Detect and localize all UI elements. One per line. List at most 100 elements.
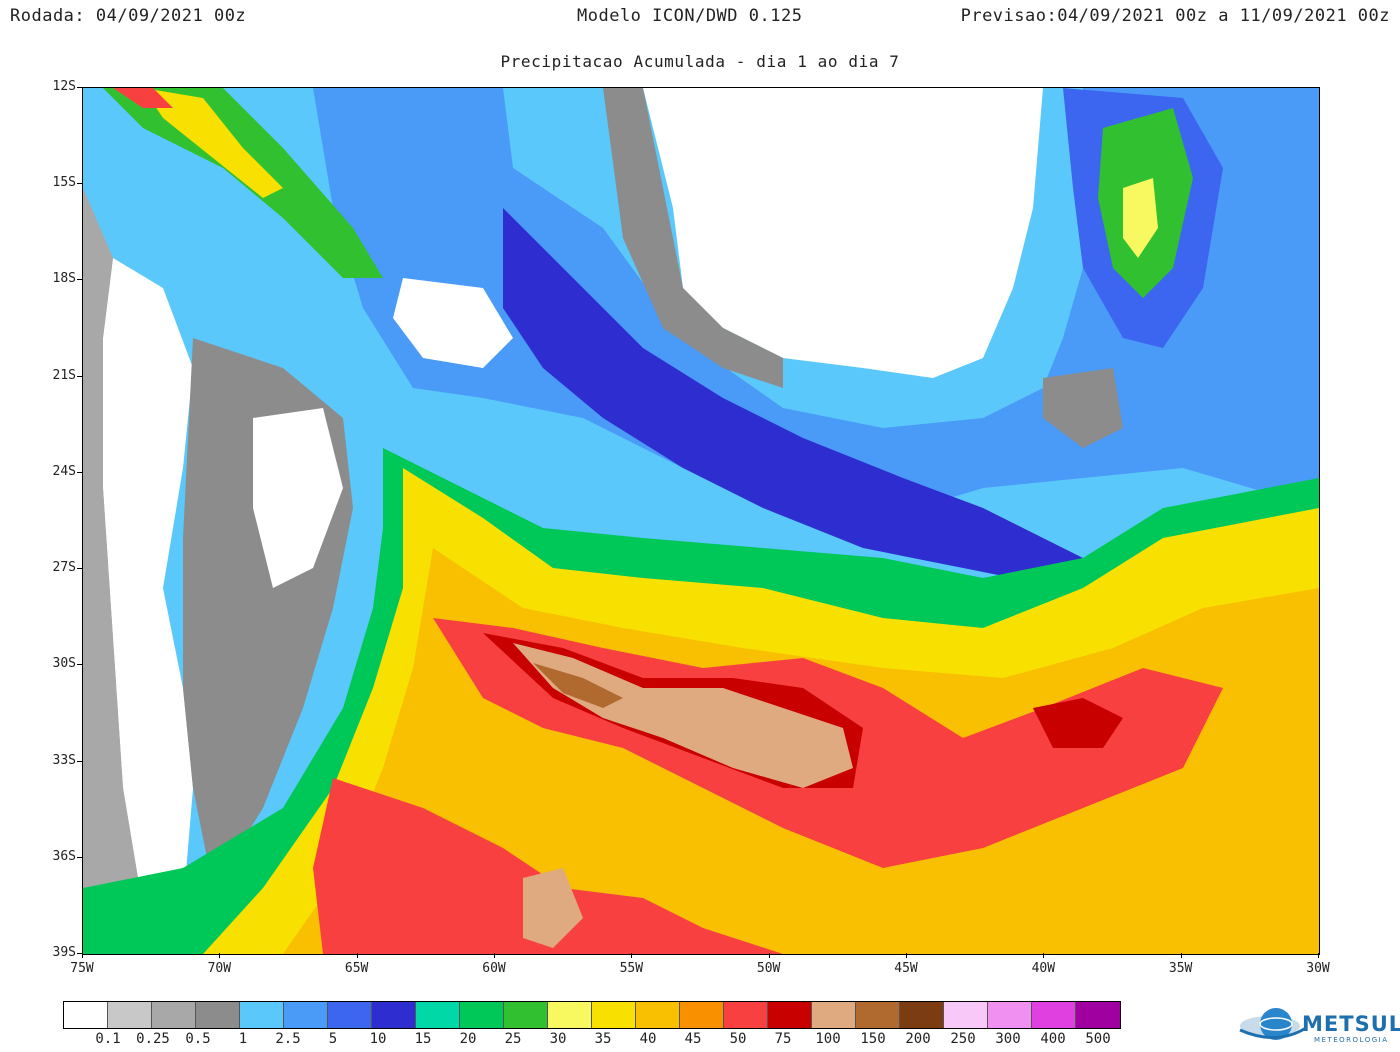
legend-swatch — [636, 1002, 680, 1028]
legend-swatch — [196, 1002, 240, 1028]
legend-value-label: 0.25 — [136, 1031, 170, 1047]
lon-label-30w: 30W — [1306, 961, 1330, 976]
legend-swatch — [856, 1002, 900, 1028]
lon-tick — [906, 953, 907, 958]
legend-swatch — [152, 1002, 196, 1028]
lat-label-12s: 12S — [52, 79, 76, 94]
legend-value-label: 400 — [1040, 1031, 1066, 1047]
lat-tick — [77, 183, 82, 185]
legend-swatch — [944, 1002, 988, 1028]
dry-brazil-interior — [643, 88, 1043, 378]
dark-blue-band — [503, 208, 1083, 588]
legend-value-label: 45 — [684, 1031, 702, 1047]
lat-tick — [77, 375, 82, 377]
lat-label-30s: 30S — [52, 656, 76, 672]
lat-tick — [77, 87, 82, 88]
metsul-globe-icon — [1239, 1008, 1307, 1040]
lon-tick — [1318, 953, 1319, 958]
legend-swatch — [504, 1002, 548, 1028]
peru-green-band — [103, 88, 383, 278]
precipitation-extreme-core — [513, 643, 853, 788]
legend-value-label: 300 — [995, 1031, 1021, 1047]
lat-tick — [77, 279, 82, 281]
legend-swatch — [900, 1002, 944, 1028]
brown-core — [533, 663, 623, 708]
gray-pacific-field — [83, 188, 143, 954]
lat-tick — [77, 953, 82, 954]
south-red-band — [313, 778, 783, 954]
lon-tick — [356, 953, 358, 958]
gray-atlantic-patch — [1043, 368, 1123, 448]
lat-tick — [77, 471, 82, 473]
legend-swatch — [284, 1002, 328, 1028]
lon-label-40w: 40W — [1031, 961, 1056, 976]
atlantic-yellow-core — [1123, 178, 1158, 258]
legend-value-label: 15 — [414, 1031, 432, 1047]
lat-tick — [77, 568, 82, 570]
legend-swatch — [548, 1002, 592, 1028]
lon-label-65w: 65W — [344, 961, 369, 976]
map-canvas — [83, 88, 1319, 954]
lon-label-70w: 70W — [207, 961, 232, 976]
legend-swatch — [592, 1002, 636, 1028]
lat-label-18s: 18S — [52, 271, 76, 287]
legend-value-label: 0.1 — [95, 1031, 121, 1047]
south-tan-core — [523, 868, 583, 948]
legend-value-label: 25 — [504, 1031, 522, 1047]
legend-value-label: 150 — [860, 1031, 886, 1047]
precipitation-legend — [63, 1001, 1121, 1029]
legend-swatch — [1032, 1002, 1076, 1028]
legend-swatch — [988, 1002, 1032, 1028]
lat-tick — [77, 856, 82, 858]
legend-value-label: 200 — [905, 1031, 931, 1047]
legend-swatch — [328, 1002, 372, 1028]
legend-value-label: 5 — [328, 1031, 338, 1047]
lat-label-36s: 36S — [52, 848, 76, 864]
lat-label-21s: 21S — [52, 367, 76, 383]
legend-value-label: 10 — [369, 1031, 387, 1047]
lon-label-35w: 35W — [1168, 961, 1193, 976]
lon-tick — [1180, 953, 1182, 958]
lon-tick — [631, 953, 633, 958]
lon-label-45w: 45W — [894, 961, 918, 976]
legend-swatch — [1076, 1002, 1120, 1028]
legend-swatch — [108, 1002, 152, 1028]
legend-swatch — [680, 1002, 724, 1028]
legend-value-label: 500 — [1085, 1031, 1111, 1047]
legend-value-label: 250 — [950, 1031, 976, 1047]
lon-label-50w: 50W — [756, 961, 781, 976]
dry-chaco-white — [253, 408, 343, 588]
lat-label-39s: 39S — [52, 945, 76, 960]
legend-swatch — [812, 1002, 856, 1028]
legend-swatch — [240, 1002, 284, 1028]
legend-swatch — [460, 1002, 504, 1028]
lon-tick — [219, 953, 221, 958]
lon-label-75w: 75W — [70, 961, 94, 976]
metsul-logo-tagline: METEOROLOGIA — [1314, 1036, 1389, 1044]
precipitation-map — [82, 87, 1320, 955]
ocean-red-streak — [1033, 698, 1123, 748]
lon-tick — [1043, 953, 1045, 958]
legend-value-label: 35 — [594, 1031, 612, 1047]
gray-brazil-fringe — [603, 88, 783, 388]
legend-value-label: 40 — [639, 1031, 657, 1047]
legend-value-label: 0.5 — [185, 1031, 211, 1047]
lat-label-33s: 33S — [52, 752, 76, 768]
legend-swatch — [372, 1002, 416, 1028]
model-name-label: Modelo ICON/DWD 0.125 — [577, 6, 803, 26]
forecast-period-label: Previsao:04/09/2021 00z a 11/09/2021 00z — [960, 6, 1390, 26]
lat-tick — [77, 760, 82, 762]
legend-value-label: 1 — [238, 1031, 248, 1047]
legend-value-label: 100 — [815, 1031, 841, 1047]
legend-value-label: 20 — [459, 1031, 477, 1047]
legend-value-label: 2.5 — [275, 1031, 301, 1047]
lat-label-24s: 24S — [52, 463, 76, 479]
lat-label-27s: 27S — [52, 560, 76, 576]
lat-tick — [77, 664, 82, 666]
lon-label-60w: 60W — [482, 961, 506, 976]
legend-value-label: 50 — [729, 1031, 747, 1047]
map-subtitle: Precipitacao Acumulada - dia 1 ao dia 7 — [500, 52, 900, 71]
dry-andes-zone — [103, 258, 193, 908]
metsul-logo-text: METSUL — [1302, 1012, 1400, 1036]
peru-red-core — [113, 88, 173, 108]
